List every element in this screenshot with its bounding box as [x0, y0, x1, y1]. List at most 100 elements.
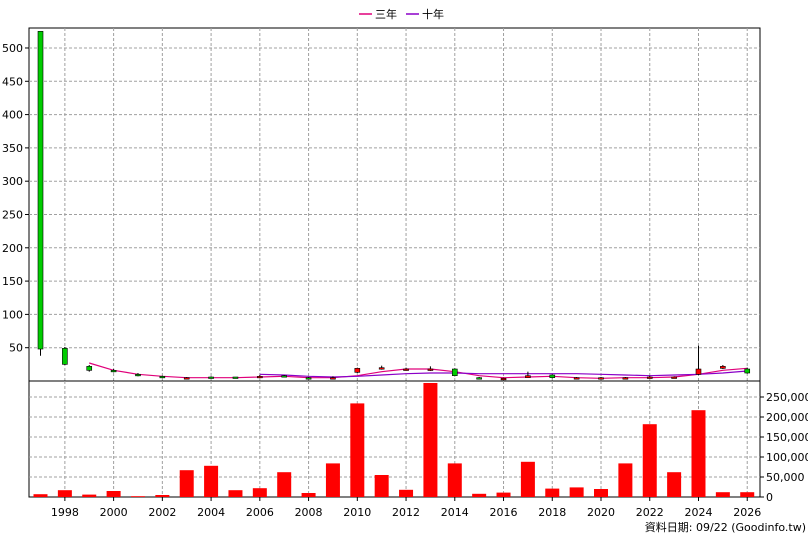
data-date-footer: 資料日期: 09/22 (Goodinfo.tw): [645, 520, 806, 534]
volume-bar: [618, 463, 633, 497]
volume-grid: [29, 381, 760, 497]
volume-y-tick-label: 200,000: [766, 411, 808, 424]
volume-bar: [667, 472, 682, 497]
candle-body: [671, 376, 677, 379]
volume-bar: [57, 490, 72, 497]
x-tick-label: 2018: [538, 506, 566, 519]
ma-line: [89, 362, 748, 379]
volume-panel-frame: [28, 380, 761, 498]
price-grid: [29, 28, 760, 381]
candle-body: [281, 375, 288, 378]
candle-body: [720, 366, 726, 369]
volume-bar: [374, 475, 389, 497]
x-tick-label: 2016: [490, 506, 518, 519]
x-tick-label: 2010: [343, 506, 371, 519]
candle-body: [525, 375, 531, 378]
price-y-tick-label: 500: [2, 42, 23, 55]
candle-body: [62, 348, 68, 365]
volume-bar: [301, 493, 316, 497]
candle-body: [354, 368, 361, 373]
volume-bar: [155, 495, 170, 497]
candle-body: [549, 374, 556, 378]
volume-bars: [33, 383, 755, 497]
volume-bar: [715, 492, 730, 497]
x-tick-label: 2026: [733, 506, 761, 519]
price-y-tick-label: 450: [2, 75, 23, 88]
moving-average-lines: [89, 362, 748, 379]
candle-body: [646, 376, 653, 379]
volume-y-tick-label: 250,000: [766, 391, 808, 404]
candle-body: [476, 377, 482, 380]
x-tick-label: 2012: [392, 506, 420, 519]
candle-body: [598, 377, 604, 380]
candlesticks: [37, 31, 751, 381]
candle-body: [622, 377, 629, 380]
legend: 三年 十年: [359, 7, 444, 21]
volume-bar: [569, 487, 584, 497]
volume-bar: [399, 489, 414, 497]
candle-body: [135, 374, 141, 377]
volume-bar: [642, 424, 657, 497]
candle-body: [695, 368, 702, 375]
volume-y-tick-label: 150,000: [766, 431, 808, 444]
volume-bar: [82, 494, 97, 497]
candle-body: [257, 376, 263, 379]
volume-y-axis: 0 50,000 100,000 150,000 200,000 250,000: [760, 391, 808, 504]
volume-bar: [447, 463, 462, 497]
candle-body: [330, 377, 336, 380]
x-tick-label: 2004: [197, 506, 225, 519]
candle-body: [451, 368, 458, 376]
volume-bar: [33, 494, 48, 497]
candle-body: [573, 377, 580, 380]
volume-bar: [228, 490, 243, 497]
legend-label-10yr: 十年: [422, 7, 444, 21]
x-tick-label: 1998: [51, 506, 79, 519]
price-y-tick-label: 200: [2, 242, 23, 255]
candle-body: [427, 368, 434, 371]
volume-bar: [472, 493, 487, 497]
candle-body: [86, 366, 93, 371]
volume-bar: [325, 463, 340, 497]
volume-bar: [691, 410, 706, 497]
candle-body: [305, 377, 312, 380]
volume-bar: [204, 465, 219, 497]
volume-panel: 0 50,000 100,000 150,000 200,000 250,000 1998…: [28, 380, 808, 519]
volume-bar: [179, 470, 194, 497]
x-tick-label: 2008: [295, 506, 323, 519]
ma-line: [259, 370, 748, 378]
candle-body: [378, 367, 385, 370]
x-tick-label: 2024: [684, 506, 712, 519]
candle-body: [208, 376, 214, 379]
price-y-tick-label: 50: [9, 342, 23, 355]
price-y-tick-label: 100: [2, 308, 23, 321]
price-panel: 50 100 150 200 250 300 350 400 450 500: [2, 27, 761, 382]
candle-body: [183, 377, 190, 380]
volume-bar: [740, 492, 755, 497]
candle-body: [500, 378, 507, 381]
x-tick-label: 2002: [148, 506, 176, 519]
x-axis: 1998 2000 2002 2004 2006 2008 2010 2012 2014 2016…: [51, 497, 761, 519]
volume-y-tick-label: 50,000: [766, 471, 805, 484]
price-y-axis: 50 100 150 200 250 300 350 400 450 500: [2, 42, 29, 355]
price-y-tick-label: 300: [2, 175, 23, 188]
candle-body: [37, 31, 44, 350]
candle-body: [744, 368, 751, 374]
volume-bar: [350, 403, 365, 497]
x-tick-label: 2000: [100, 506, 128, 519]
price-y-tick-label: 150: [2, 275, 23, 288]
volume-bar: [496, 492, 511, 497]
x-tick-label: 2020: [587, 506, 615, 519]
volume-bar: [252, 488, 267, 497]
candle-body: [159, 376, 166, 379]
volume-bar: [130, 496, 145, 497]
candle-body: [232, 376, 239, 379]
candle-body: [110, 370, 117, 373]
price-y-tick-label: 400: [2, 109, 23, 122]
price-y-tick-label: 350: [2, 142, 23, 155]
volume-bar: [520, 461, 535, 497]
price-y-tick-label: 250: [2, 208, 23, 221]
x-tick-label: 2014: [441, 506, 469, 519]
volume-y-tick-label: 100,000: [766, 451, 808, 464]
legend-label-3yr: 三年: [375, 7, 397, 21]
